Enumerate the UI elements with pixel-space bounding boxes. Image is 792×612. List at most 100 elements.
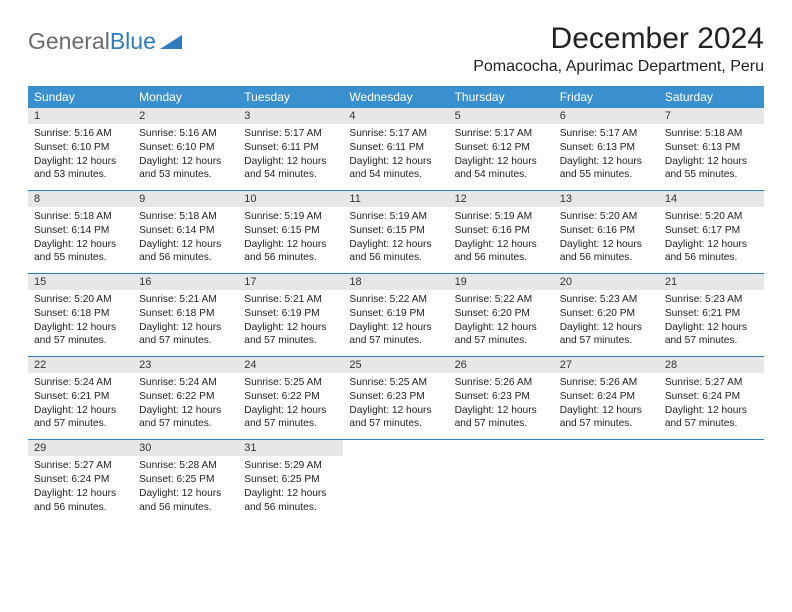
daylight-line: Daylight: 12 hours and 57 minutes. bbox=[349, 404, 442, 432]
daylight-line: Daylight: 12 hours and 54 minutes. bbox=[349, 155, 442, 183]
sunrise-line: Sunrise: 5:18 AM bbox=[34, 210, 127, 224]
sunrise-line: Sunrise: 5:21 AM bbox=[139, 293, 232, 307]
sunset-line: Sunset: 6:15 PM bbox=[244, 224, 337, 238]
day-cell: 13Sunrise: 5:20 AMSunset: 6:16 PMDayligh… bbox=[554, 191, 659, 274]
sunrise-line: Sunrise: 5:18 AM bbox=[139, 210, 232, 224]
day-cell: 27Sunrise: 5:26 AMSunset: 6:24 PMDayligh… bbox=[554, 357, 659, 440]
day-number: 22 bbox=[28, 357, 133, 373]
day-number: 8 bbox=[28, 191, 133, 207]
sunset-line: Sunset: 6:25 PM bbox=[139, 473, 232, 487]
day-cell: 11Sunrise: 5:19 AMSunset: 6:15 PMDayligh… bbox=[343, 191, 448, 274]
daylight-line: Daylight: 12 hours and 57 minutes. bbox=[455, 404, 548, 432]
day-number: 15 bbox=[28, 274, 133, 290]
daylight-line: Daylight: 12 hours and 57 minutes. bbox=[349, 321, 442, 349]
day-cell: 1Sunrise: 5:16 AMSunset: 6:10 PMDaylight… bbox=[28, 108, 133, 191]
daylight-line: Daylight: 12 hours and 54 minutes. bbox=[455, 155, 548, 183]
calendar-body: 1Sunrise: 5:16 AMSunset: 6:10 PMDaylight… bbox=[28, 108, 764, 522]
sunset-line: Sunset: 6:10 PM bbox=[34, 141, 127, 155]
day-cell: 8Sunrise: 5:18 AMSunset: 6:14 PMDaylight… bbox=[28, 191, 133, 274]
sunrise-line: Sunrise: 5:20 AM bbox=[560, 210, 653, 224]
daylight-line: Daylight: 12 hours and 53 minutes. bbox=[139, 155, 232, 183]
daylight-line: Daylight: 12 hours and 57 minutes. bbox=[139, 321, 232, 349]
sunrise-line: Sunrise: 5:26 AM bbox=[455, 376, 548, 390]
day-number: 31 bbox=[238, 440, 343, 456]
day-cell: 26Sunrise: 5:26 AMSunset: 6:23 PMDayligh… bbox=[449, 357, 554, 440]
day-cell: 19Sunrise: 5:22 AMSunset: 6:20 PMDayligh… bbox=[449, 274, 554, 357]
day-body: Sunrise: 5:21 AMSunset: 6:19 PMDaylight:… bbox=[238, 290, 343, 356]
day-number: 14 bbox=[659, 191, 764, 207]
day-number: 6 bbox=[554, 108, 659, 124]
day-body: Sunrise: 5:26 AMSunset: 6:23 PMDaylight:… bbox=[449, 373, 554, 439]
logo: GeneralBlue bbox=[28, 22, 182, 55]
sunset-line: Sunset: 6:17 PM bbox=[665, 224, 758, 238]
day-cell: 4Sunrise: 5:17 AMSunset: 6:11 PMDaylight… bbox=[343, 108, 448, 191]
day-number: 7 bbox=[659, 108, 764, 124]
day-cell: 2 Sunrise: 5:16 AMSunset: 6:10 PMDaylight… bbox=[133, 108, 238, 191]
daylight-line: Daylight: 12 hours and 55 minutes. bbox=[34, 238, 127, 266]
calendar-week-row: 29Sunrise: 5:27 AMSunset: 6:24 PMDayligh… bbox=[28, 440, 764, 523]
sunset-line: Sunset: 6:24 PM bbox=[665, 390, 758, 404]
day-number: 24 bbox=[238, 357, 343, 373]
daylight-line: Daylight: 12 hours and 56 minutes. bbox=[349, 238, 442, 266]
daylight-line: Daylight: 12 hours and 57 minutes. bbox=[665, 321, 758, 349]
calendar-week-row: 1Sunrise: 5:16 AMSunset: 6:10 PMDaylight… bbox=[28, 108, 764, 191]
day-cell: 22Sunrise: 5:24 AMSunset: 6:21 PMDayligh… bbox=[28, 357, 133, 440]
sunset-line: Sunset: 6:24 PM bbox=[560, 390, 653, 404]
day-body: Sunrise: 5:21 AMSunset: 6:18 PMDaylight:… bbox=[133, 290, 238, 356]
dow-friday: Friday bbox=[554, 86, 659, 108]
sunset-line: Sunset: 6:22 PM bbox=[139, 390, 232, 404]
day-body: Sunrise: 5:19 AMSunset: 6:15 PMDaylight:… bbox=[238, 207, 343, 273]
sunrise-line: Sunrise: 5:18 AM bbox=[665, 127, 758, 141]
day-body: Sunrise: 5:22 AMSunset: 6:19 PMDaylight:… bbox=[343, 290, 448, 356]
empty-cell bbox=[343, 440, 448, 523]
sunset-line: Sunset: 6:11 PM bbox=[349, 141, 442, 155]
day-body: Sunrise: 5:17 AMSunset: 6:12 PMDaylight:… bbox=[449, 124, 554, 190]
day-body: Sunrise: 5:20 AMSunset: 6:16 PMDaylight:… bbox=[554, 207, 659, 273]
logo-text-gray: General bbox=[28, 28, 110, 55]
day-number: 13 bbox=[554, 191, 659, 207]
day-number: 11 bbox=[343, 191, 448, 207]
daylight-line: Daylight: 12 hours and 55 minutes. bbox=[665, 155, 758, 183]
sunset-line: Sunset: 6:19 PM bbox=[244, 307, 337, 321]
daylight-line: Daylight: 12 hours and 56 minutes. bbox=[560, 238, 653, 266]
sunrise-line: Sunrise: 5:25 AM bbox=[349, 376, 442, 390]
sunrise-line: Sunrise: 5:27 AM bbox=[665, 376, 758, 390]
day-cell: 21Sunrise: 5:23 AMSunset: 6:21 PMDayligh… bbox=[659, 274, 764, 357]
sunrise-line: Sunrise: 5:23 AM bbox=[665, 293, 758, 307]
empty-cell bbox=[449, 440, 554, 523]
day-body: Sunrise: 5:23 AMSunset: 6:21 PMDaylight:… bbox=[659, 290, 764, 356]
day-body: Sunrise: 5:17 AMSunset: 6:11 PMDaylight:… bbox=[238, 124, 343, 190]
sunrise-line: Sunrise: 5:22 AM bbox=[455, 293, 548, 307]
sunset-line: Sunset: 6:13 PM bbox=[560, 141, 653, 155]
daylight-line: Daylight: 12 hours and 57 minutes. bbox=[34, 321, 127, 349]
day-body: Sunrise: 5:28 AMSunset: 6:25 PMDaylight:… bbox=[133, 456, 238, 522]
sunrise-line: Sunrise: 5:26 AM bbox=[560, 376, 653, 390]
sunset-line: Sunset: 6:10 PM bbox=[139, 141, 232, 155]
sunset-line: Sunset: 6:20 PM bbox=[455, 307, 548, 321]
day-number: 27 bbox=[554, 357, 659, 373]
sunrise-line: Sunrise: 5:20 AM bbox=[34, 293, 127, 307]
sunrise-line: Sunrise: 5:17 AM bbox=[455, 127, 548, 141]
sunset-line: Sunset: 6:22 PM bbox=[244, 390, 337, 404]
day-cell: 31Sunrise: 5:29 AMSunset: 6:25 PMDayligh… bbox=[238, 440, 343, 523]
daylight-line: Daylight: 12 hours and 57 minutes. bbox=[455, 321, 548, 349]
sunrise-line: Sunrise: 5:16 AM bbox=[34, 127, 127, 141]
location: Pomacocha, Apurimac Department, Peru bbox=[473, 58, 764, 76]
day-cell: 12Sunrise: 5:19 AMSunset: 6:16 PMDayligh… bbox=[449, 191, 554, 274]
day-number: 10 bbox=[238, 191, 343, 207]
sunrise-line: Sunrise: 5:20 AM bbox=[665, 210, 758, 224]
sunset-line: Sunset: 6:21 PM bbox=[665, 307, 758, 321]
empty-cell bbox=[554, 440, 659, 523]
day-body: Sunrise: 5:27 AMSunset: 6:24 PMDaylight:… bbox=[659, 373, 764, 439]
dow-wednesday: Wednesday bbox=[343, 86, 448, 108]
sunset-line: Sunset: 6:23 PM bbox=[455, 390, 548, 404]
day-cell: 3Sunrise: 5:17 AMSunset: 6:11 PMDaylight… bbox=[238, 108, 343, 191]
day-number: 2 bbox=[133, 108, 238, 124]
day-body: Sunrise: 5:19 AMSunset: 6:15 PMDaylight:… bbox=[343, 207, 448, 273]
sunrise-line: Sunrise: 5:16 AM bbox=[139, 127, 232, 141]
daylight-line: Daylight: 12 hours and 53 minutes. bbox=[34, 155, 127, 183]
day-cell: 20Sunrise: 5:23 AMSunset: 6:20 PMDayligh… bbox=[554, 274, 659, 357]
daylight-line: Daylight: 12 hours and 57 minutes. bbox=[34, 404, 127, 432]
day-number: 20 bbox=[554, 274, 659, 290]
sunrise-line: Sunrise: 5:17 AM bbox=[349, 127, 442, 141]
